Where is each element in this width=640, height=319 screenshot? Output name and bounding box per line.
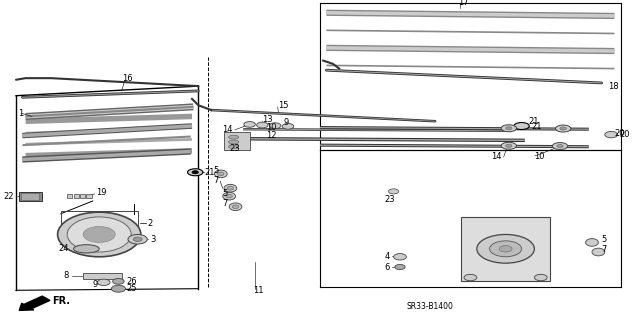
- Bar: [83, 273, 122, 279]
- Text: FR.: FR.: [52, 296, 70, 307]
- Bar: [61, 211, 138, 236]
- Ellipse shape: [228, 140, 239, 144]
- Ellipse shape: [128, 234, 147, 244]
- Ellipse shape: [232, 205, 239, 209]
- Text: 5: 5: [222, 189, 227, 198]
- Text: 23: 23: [229, 144, 240, 153]
- Text: 7: 7: [602, 245, 607, 254]
- Text: 20: 20: [620, 130, 630, 139]
- Ellipse shape: [477, 234, 534, 263]
- Text: 21: 21: [528, 117, 538, 126]
- Ellipse shape: [282, 123, 294, 129]
- Text: 5: 5: [602, 235, 607, 244]
- Ellipse shape: [227, 186, 234, 190]
- Ellipse shape: [534, 274, 547, 281]
- Ellipse shape: [244, 122, 255, 127]
- Text: SR33-B1400: SR33-B1400: [406, 302, 453, 311]
- Text: 11: 11: [253, 286, 263, 295]
- Text: 26: 26: [127, 277, 138, 286]
- Text: 13: 13: [262, 115, 273, 124]
- Bar: [19, 192, 42, 201]
- Ellipse shape: [394, 254, 406, 260]
- Ellipse shape: [388, 189, 399, 194]
- Text: 16: 16: [122, 74, 132, 83]
- Text: 20: 20: [614, 130, 625, 138]
- Text: 10: 10: [534, 152, 545, 161]
- Ellipse shape: [560, 127, 566, 130]
- Text: 17: 17: [458, 0, 468, 7]
- Ellipse shape: [557, 145, 563, 148]
- FancyArrow shape: [19, 296, 50, 310]
- Text: 14: 14: [491, 152, 501, 161]
- Ellipse shape: [228, 145, 239, 149]
- Ellipse shape: [229, 203, 242, 211]
- Ellipse shape: [490, 241, 522, 257]
- Ellipse shape: [499, 246, 512, 252]
- Text: 9: 9: [92, 280, 97, 289]
- Text: 6: 6: [385, 263, 390, 271]
- Ellipse shape: [188, 169, 203, 176]
- Text: 23: 23: [384, 195, 395, 204]
- Ellipse shape: [133, 237, 142, 241]
- Text: 1: 1: [18, 109, 23, 118]
- Ellipse shape: [58, 212, 141, 257]
- Text: 14: 14: [222, 125, 232, 134]
- Ellipse shape: [501, 142, 516, 149]
- Ellipse shape: [605, 131, 618, 138]
- Ellipse shape: [218, 172, 224, 176]
- Ellipse shape: [113, 278, 124, 284]
- Ellipse shape: [506, 144, 512, 147]
- Ellipse shape: [506, 127, 512, 130]
- Text: 9: 9: [284, 118, 289, 127]
- Text: 7: 7: [222, 199, 227, 208]
- Text: 4: 4: [385, 252, 390, 261]
- Bar: [80, 194, 85, 198]
- Bar: [224, 132, 250, 150]
- Ellipse shape: [592, 248, 605, 256]
- Ellipse shape: [83, 226, 115, 242]
- Bar: [21, 193, 39, 200]
- Bar: [67, 194, 72, 198]
- Ellipse shape: [395, 264, 405, 270]
- Bar: [74, 194, 79, 198]
- Text: 12: 12: [266, 131, 276, 140]
- Ellipse shape: [552, 143, 568, 150]
- Ellipse shape: [67, 217, 131, 252]
- Text: 22: 22: [4, 192, 14, 201]
- Text: 2: 2: [147, 219, 152, 228]
- Ellipse shape: [464, 274, 477, 281]
- Ellipse shape: [192, 171, 198, 174]
- Ellipse shape: [269, 123, 281, 129]
- Ellipse shape: [556, 125, 571, 132]
- Ellipse shape: [586, 239, 598, 246]
- Ellipse shape: [501, 125, 516, 132]
- Ellipse shape: [97, 279, 110, 286]
- Text: 18: 18: [608, 82, 619, 91]
- Bar: [461, 217, 550, 281]
- Text: 25: 25: [127, 284, 137, 293]
- Ellipse shape: [257, 122, 268, 128]
- Text: 19: 19: [96, 189, 106, 197]
- Bar: [86, 194, 92, 198]
- Ellipse shape: [514, 122, 529, 130]
- Text: 5: 5: [214, 166, 219, 175]
- Text: 21: 21: [531, 122, 541, 130]
- Text: 7: 7: [214, 176, 219, 185]
- Text: 24: 24: [59, 244, 69, 253]
- Ellipse shape: [224, 184, 237, 192]
- Text: 21: 21: [205, 168, 215, 177]
- Ellipse shape: [214, 170, 227, 178]
- Text: 10: 10: [266, 123, 276, 132]
- Ellipse shape: [111, 285, 125, 292]
- Ellipse shape: [228, 135, 239, 139]
- Ellipse shape: [74, 245, 99, 253]
- Text: 3: 3: [150, 235, 156, 244]
- Ellipse shape: [226, 194, 232, 198]
- Text: 8: 8: [64, 271, 69, 280]
- Text: 15: 15: [278, 101, 289, 110]
- Ellipse shape: [223, 192, 236, 200]
